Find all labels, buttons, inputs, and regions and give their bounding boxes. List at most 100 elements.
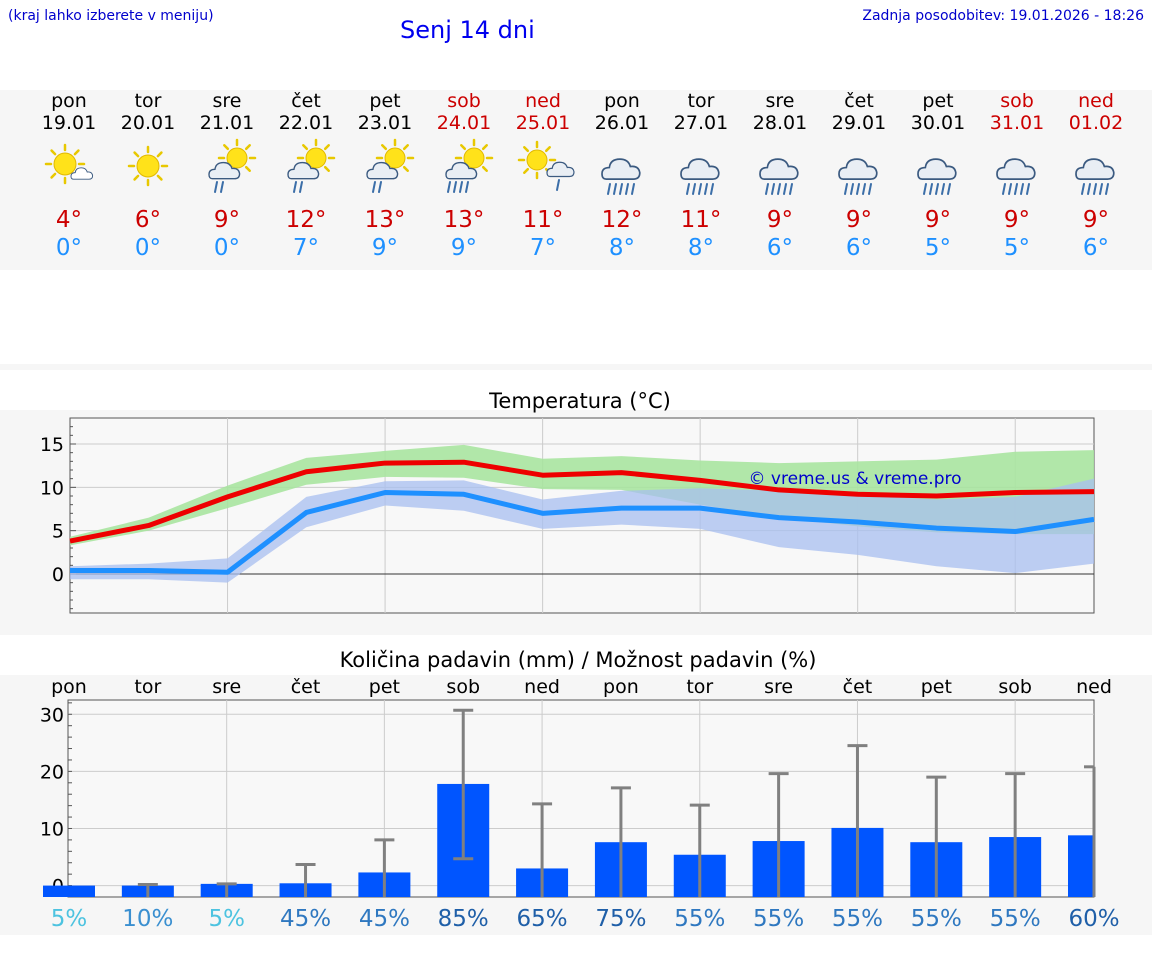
min-temperature: 6° [766,235,794,261]
precipitation-chart-title: Količina padavin (mm) / Možnost padavin … [340,648,817,672]
precipitation-bar [43,885,95,897]
sun-cloud-rain-icon [345,134,425,206]
precip-day-label: pon [603,676,639,698]
day-forecast-11: pet 30.01 9° 5° [898,90,978,262]
min-temperature: 6° [845,235,873,261]
day-forecast-10: čet 29.01 9° 6° [819,90,899,262]
day-date: 24.01 [436,112,492,134]
precipitation-chance-label: 55% [753,906,804,932]
precipitation-chance-label: 45% [280,906,331,932]
day-forecast-12: sob 31.01 9° 5° [977,90,1057,262]
min-temperature: 0° [55,235,83,261]
max-temperature: 9° [845,207,873,233]
max-temperature: 9° [1082,207,1110,233]
min-temperature: 0° [134,235,162,261]
precipitation-chance-label: 5% [208,906,245,932]
temperature-chart-title: Temperatura (°C) [488,389,671,413]
day-forecast-8: tor 27.01 11° 8° [661,90,741,262]
day-date: 19.01 [41,112,97,134]
day-name: pon [51,90,87,112]
day-name: tor [687,90,715,112]
day-name: pet [922,90,954,112]
min-temperature: 6° [1082,235,1110,261]
day-date: 25.01 [515,112,571,134]
region-menu-hint: (kraj lahko izberete v meniju) [8,8,214,24]
min-temperature: 7° [292,235,320,261]
sun-cloud-light-rain-icon [503,134,583,206]
day-forecast-1: tor 20.01 6° 0° [108,90,188,262]
day-date: 20.01 [120,112,176,134]
day-name: čet [291,90,321,112]
max-temperature: 9° [924,207,952,233]
min-temperature: 8° [608,235,636,261]
precip-day-label: čet [843,676,873,698]
day-date: 01.02 [1068,112,1124,134]
day-forecast-4: pet 23.01 13° 9° [345,90,425,262]
precipitation-chance-label: 60% [1068,906,1119,932]
day-date: 29.01 [831,112,887,134]
day-forecast-5: sob 24.01 13° 9° [424,90,504,262]
cloud-rain-icon [819,134,899,206]
max-temperature: 6° [134,207,162,233]
day-name: ned [525,90,561,112]
day-name: čet [844,90,874,112]
precip-day-label: pet [921,676,952,698]
cloud-rain-icon [1056,134,1136,206]
day-forecast-7: pon 26.01 12° 8° [582,90,662,262]
sun-cloud-rain-icon [266,134,346,206]
precipitation-chance-label: 55% [911,906,962,932]
precip-day-label: čet [291,676,321,698]
day-forecast-9: sre 28.01 9° 6° [740,90,820,262]
day-name: sob [1000,90,1034,112]
cloud-rain-icon [740,134,820,206]
y-tick-label: 15 [40,434,64,456]
precipitation-chance-label: 5% [51,906,88,932]
min-temperature: 8° [687,235,715,261]
day-name: sre [212,90,242,112]
precipitation-chance-label: 45% [359,906,410,932]
day-date: 22.01 [278,112,334,134]
precip-day-label: ned [1076,676,1112,698]
day-date: 31.01 [989,112,1045,134]
precipitation-chance-label: 85% [438,906,489,932]
sun-icon [108,134,188,206]
day-date: 30.01 [910,112,966,134]
y-tick-label: 5 [52,521,64,543]
precipitation-chance-label: 55% [990,906,1041,932]
precipitation-chance-label: 55% [832,906,883,932]
precipitation-chance-label: 55% [674,906,725,932]
y-tick-label: 10 [40,818,64,840]
cloud-rain-icon [661,134,741,206]
max-temperature: 9° [766,207,794,233]
min-temperature: 7° [529,235,557,261]
day-forecast-6: ned 25.01 11° 7° [503,90,583,262]
sun-small-cloud-icon [29,134,109,206]
min-temperature: 9° [450,235,478,261]
min-temperature: 9° [371,235,399,261]
copyright-watermark: © vreme.us & vreme.pro [748,469,961,489]
precip-day-label: pon [51,676,87,698]
day-date: 23.01 [357,112,413,134]
day-name: sob [447,90,481,112]
day-forecast-0: pon 19.01 4° 0° [29,90,109,262]
min-temperature: 0° [213,235,241,261]
cloud-rain-icon [582,134,662,206]
precip-day-label: tor [686,676,713,698]
max-temperature: 9° [213,207,241,233]
min-temperature-range-band [70,478,1094,583]
page-title: Senj 14 dni [400,16,535,44]
day-date: 21.01 [199,112,255,134]
precip-day-label: sre [764,676,793,698]
day-date: 27.01 [673,112,729,134]
max-temperature-line [69,459,1095,544]
day-name: ned [1078,90,1114,112]
day-name: pet [369,90,401,112]
max-temperature: 13° [364,207,406,233]
daily-forecast-strip: pon 19.01 4° 0° tor 20.01 6° 0° sre 21.01 9° 0° čet 2… [0,90,1152,270]
y-tick-label: 20 [40,761,64,783]
precipitation-chance-label: 75% [595,906,646,932]
precipitation-bar [1068,835,1094,897]
sun-cloud-heavy-rain-icon [424,134,504,206]
precip-day-label: sob [998,676,1032,698]
